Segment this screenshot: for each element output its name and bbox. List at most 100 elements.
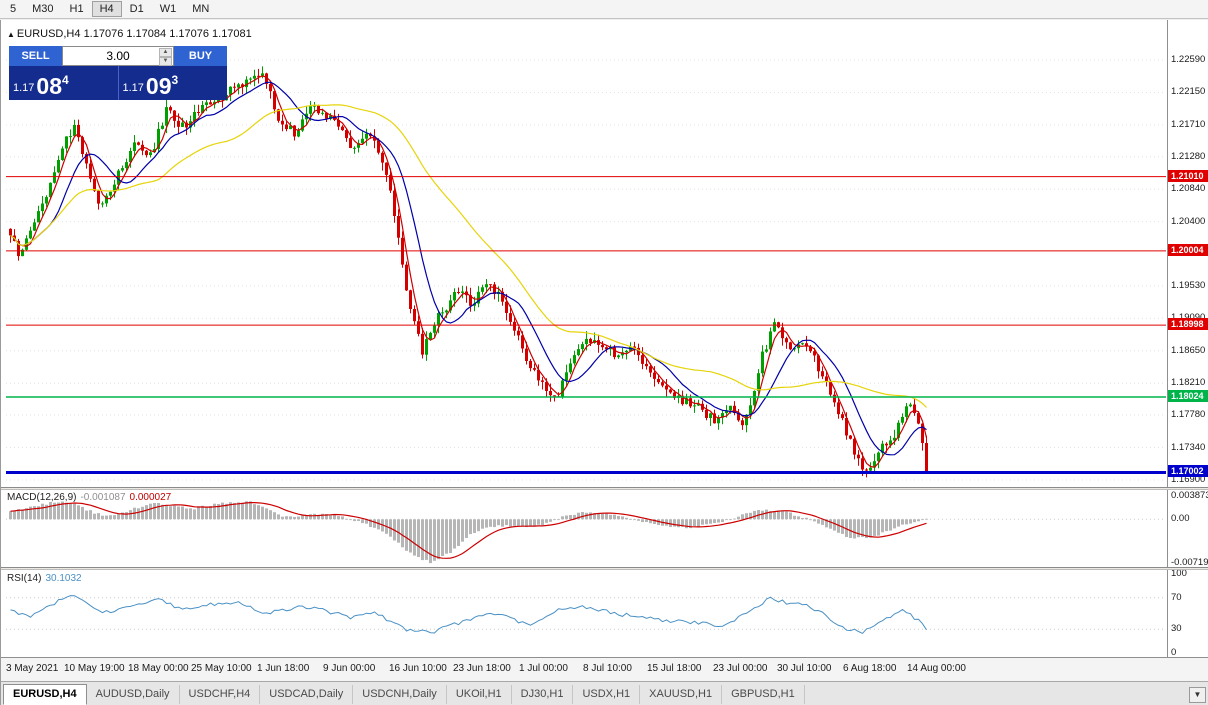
volume-spinner: ▲ ▼ <box>159 48 172 66</box>
time-axis-label: 23 Jun 18:00 <box>453 663 511 674</box>
price-level-badge: 1.17002 <box>1168 465 1208 477</box>
price-axis-label: 1.16900 <box>1171 474 1206 485</box>
price-level-badge: 1.20004 <box>1168 244 1208 256</box>
timeframe-button-H4[interactable]: H4 <box>91 1 122 17</box>
chart-tab[interactable]: UKOil,H1 <box>447 685 512 704</box>
chart-tab[interactable]: XAUUSD,H1 <box>640 685 723 704</box>
chart-tab[interactable]: USDCNH,Daily <box>353 685 447 704</box>
chart-tab[interactable]: GBPUSD,H1 <box>722 685 805 704</box>
price-axis-label: 1.20400 <box>1171 216 1206 227</box>
chart-tab[interactable]: USDCAD,Daily <box>260 685 354 704</box>
horizontal-level-lines <box>6 176 1166 474</box>
timeframe-button-5[interactable]: 5 <box>10 3 17 15</box>
buy-price-sup: 3 <box>171 73 179 87</box>
price-axis-label: 1.21280 <box>1171 151 1206 162</box>
chart-canvas[interactable] <box>1 20 1167 657</box>
price-axis-label: 1.20840 <box>1171 183 1206 194</box>
time-axis-label: 30 Jul 10:00 <box>777 663 832 674</box>
rsi-name: RSI(14) <box>7 573 42 584</box>
timeframe-toolbar: 5 M30 H1 H4 D1 W1 MN <box>0 0 1208 19</box>
panel-splitter[interactable] <box>1 487 1208 490</box>
price-axis-label: 1.19530 <box>1171 280 1206 291</box>
sell-price-sup: 4 <box>62 73 69 87</box>
symbol-marker-icon: ▲ <box>7 30 15 39</box>
buy-button[interactable]: BUY <box>174 46 227 66</box>
tab-scroll-button[interactable]: ▼ <box>1189 687 1206 703</box>
time-axis-label: 15 Jul 18:00 <box>647 663 702 674</box>
price-axis-label: 1.18210 <box>1171 377 1206 388</box>
chart-tab[interactable]: DJ30,H1 <box>512 685 574 704</box>
time-axis-label: 1 Jul 00:00 <box>519 663 568 674</box>
time-axis-label: 23 Jul 00:00 <box>713 663 768 674</box>
price-axis-label: 1.17780 <box>1171 409 1206 420</box>
price-axis-label: 1.22150 <box>1171 86 1206 97</box>
time-axis-label: 16 Jun 10:00 <box>389 663 447 674</box>
macd-plot <box>6 501 1166 564</box>
timeframe-button-W1[interactable]: W1 <box>159 3 177 15</box>
one-click-trade-panel: SELL 3.00 ▲ ▼ BUY 1.17 08 4 1.17 <box>9 46 227 100</box>
rsi-value: 30.1032 <box>45 573 82 584</box>
rsi-axis-label: 100 <box>1171 568 1187 579</box>
rsi-indicator-label: RSI(14) 30.1032 <box>7 573 82 584</box>
sell-price-display[interactable]: 1.17 08 4 <box>9 66 119 100</box>
rsi-axis-label: 0 <box>1171 647 1177 658</box>
volume-down-icon[interactable]: ▼ <box>159 57 172 66</box>
macd-signal-value: 0.000027 <box>129 492 172 503</box>
time-axis-label: 14 Aug 00:00 <box>907 663 966 674</box>
time-axis-label: 6 Aug 18:00 <box>843 663 897 674</box>
timeframe-button-M30[interactable]: M30 <box>32 3 54 15</box>
volume-up-icon[interactable]: ▲ <box>159 48 172 57</box>
macd-axis-label: 0.00 <box>1171 513 1190 524</box>
moving-averages <box>10 75 928 468</box>
price-axis-label: 1.17340 <box>1171 442 1206 453</box>
time-axis-label: 10 May 19:00 <box>64 663 125 674</box>
chart-tabs-bar: EURUSD,H4 AUDUSD,Daily USDCHF,H4 USDCAD,Dai… <box>1 681 1208 705</box>
rsi-axis-label: 30 <box>1171 623 1182 634</box>
timeframe-button-MN[interactable]: MN <box>192 3 210 15</box>
time-axis-label: 3 May 2021 <box>6 663 59 674</box>
chart-area: 1.22590 1.22150 1.21710 1.21280 1.20840 1.204… <box>0 20 1208 705</box>
time-axis: 3 May 2021 10 May 19:00 18 May 00:00 25 May… <box>1 657 1208 681</box>
chart-symbol-label: EURUSD,H4 <box>16 28 81 40</box>
price-axis-label: 1.19090 <box>1171 312 1205 323</box>
time-axis-label: 18 May 00:00 <box>128 663 189 674</box>
price-level-badge: 1.18024 <box>1168 390 1208 402</box>
time-axis-label: 1 Jun 18:00 <box>257 663 310 674</box>
sell-price-prefix: 1.17 <box>13 82 35 94</box>
price-axis-label: 1.18650 <box>1171 345 1206 356</box>
buy-price-display[interactable]: 1.17 09 3 <box>119 66 228 100</box>
buy-price-prefix: 1.17 <box>122 82 144 94</box>
timeframe-button-D1[interactable]: D1 <box>129 3 144 15</box>
macd-indicator-label: MACD(12,26,9) -0.001087 0.000027 <box>7 492 171 503</box>
rsi-plot <box>6 595 1166 635</box>
volume-input[interactable]: 3.00 ▲ ▼ <box>62 46 174 66</box>
price-axis-label: 1.22590 <box>1171 54 1206 65</box>
macd-main-value: -0.001087 <box>80 492 126 503</box>
macd-name: MACD(12,26,9) <box>7 492 77 503</box>
buy-price-big: 09 <box>145 73 172 99</box>
chart-tab[interactable]: AUDUSD,Daily <box>87 685 180 704</box>
macd-axis-label: 0.003873 <box>1171 490 1208 501</box>
chart-tab[interactable]: USDX,H1 <box>573 685 641 704</box>
sell-button[interactable]: SELL <box>9 46 62 66</box>
panel-splitter[interactable] <box>1 567 1208 570</box>
price-axis-label: 1.21710 <box>1171 119 1206 130</box>
chart-ohlc-label: 1.17076 1.17084 1.17076 1.17081 <box>83 28 252 40</box>
chart-tab[interactable]: USDCHF,H4 <box>180 685 261 704</box>
time-axis-label: 25 May 10:00 <box>191 663 252 674</box>
time-axis-label: 9 Jun 00:00 <box>323 663 376 674</box>
price-level-badge: 1.18998 <box>1168 318 1208 330</box>
timeframe-button-H1[interactable]: H1 <box>69 3 84 15</box>
volume-value: 3.00 <box>106 49 130 63</box>
macd-axis-label: -0.007195 <box>1171 557 1208 568</box>
chart-title: ▲ EURUSD,H4 1.17076 1.17084 1.17076 1.170… <box>7 28 252 40</box>
time-axis-label: 8 Jul 10:00 <box>583 663 632 674</box>
rsi-axis-label: 70 <box>1171 592 1182 603</box>
sell-price-big: 08 <box>36 73 63 99</box>
tab-scroll-icon: ▼ <box>1193 690 1202 699</box>
grid-lines <box>6 59 1166 481</box>
chart-tab[interactable]: EURUSD,H4 <box>3 684 87 705</box>
candlesticks <box>9 66 928 478</box>
price-level-badge: 1.21010 <box>1168 170 1208 182</box>
